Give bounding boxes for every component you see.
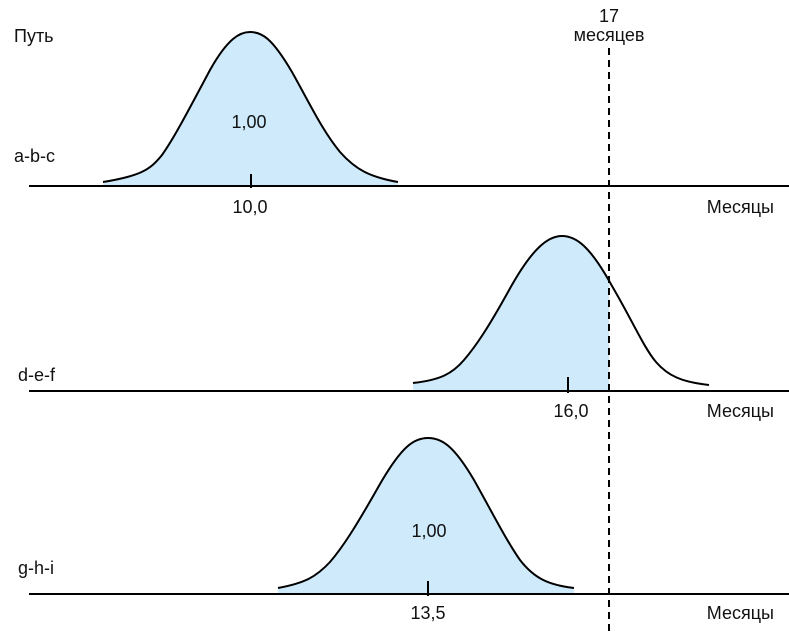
mean-label-ghi: 13,5 — [410, 603, 445, 623]
path-label-abc: a-b-c — [14, 146, 55, 166]
row-path-def: d-e-f 16,0 Месяцы — [18, 234, 789, 421]
row-path-ghi: g-h-i 1,00 13,5 Месяцы — [18, 436, 789, 623]
distribution-curve-abc — [102, 30, 399, 183]
distribution-fill-ghi — [278, 438, 574, 594]
distribution-curve-ghi — [277, 436, 575, 589]
axis-unit-label-ghi: Месяцы — [707, 603, 774, 623]
deadline-unit-label: месяцев — [574, 25, 645, 45]
path-label-ghi: g-h-i — [18, 558, 54, 578]
path-column-header: Путь — [14, 26, 54, 46]
axis-unit-label-abc: Месяцы — [707, 197, 774, 217]
deadline-value-label: 17 — [599, 6, 619, 26]
mean-label-def: 16,0 — [553, 401, 588, 421]
probability-label-ghi: 1,00 — [411, 521, 446, 541]
mean-label-abc: 10,0 — [232, 197, 267, 217]
path-label-def: d-e-f — [18, 365, 56, 385]
distribution-fill-def — [413, 236, 609, 391]
distribution-fill-abc — [103, 32, 398, 186]
axis-unit-label-def: Месяцы — [707, 401, 774, 421]
distribution-curve-def — [412, 234, 710, 386]
row-path-abc: a-b-c 1,00 10,0 Месяцы — [14, 30, 789, 217]
probability-label-abc: 1,00 — [231, 112, 266, 132]
